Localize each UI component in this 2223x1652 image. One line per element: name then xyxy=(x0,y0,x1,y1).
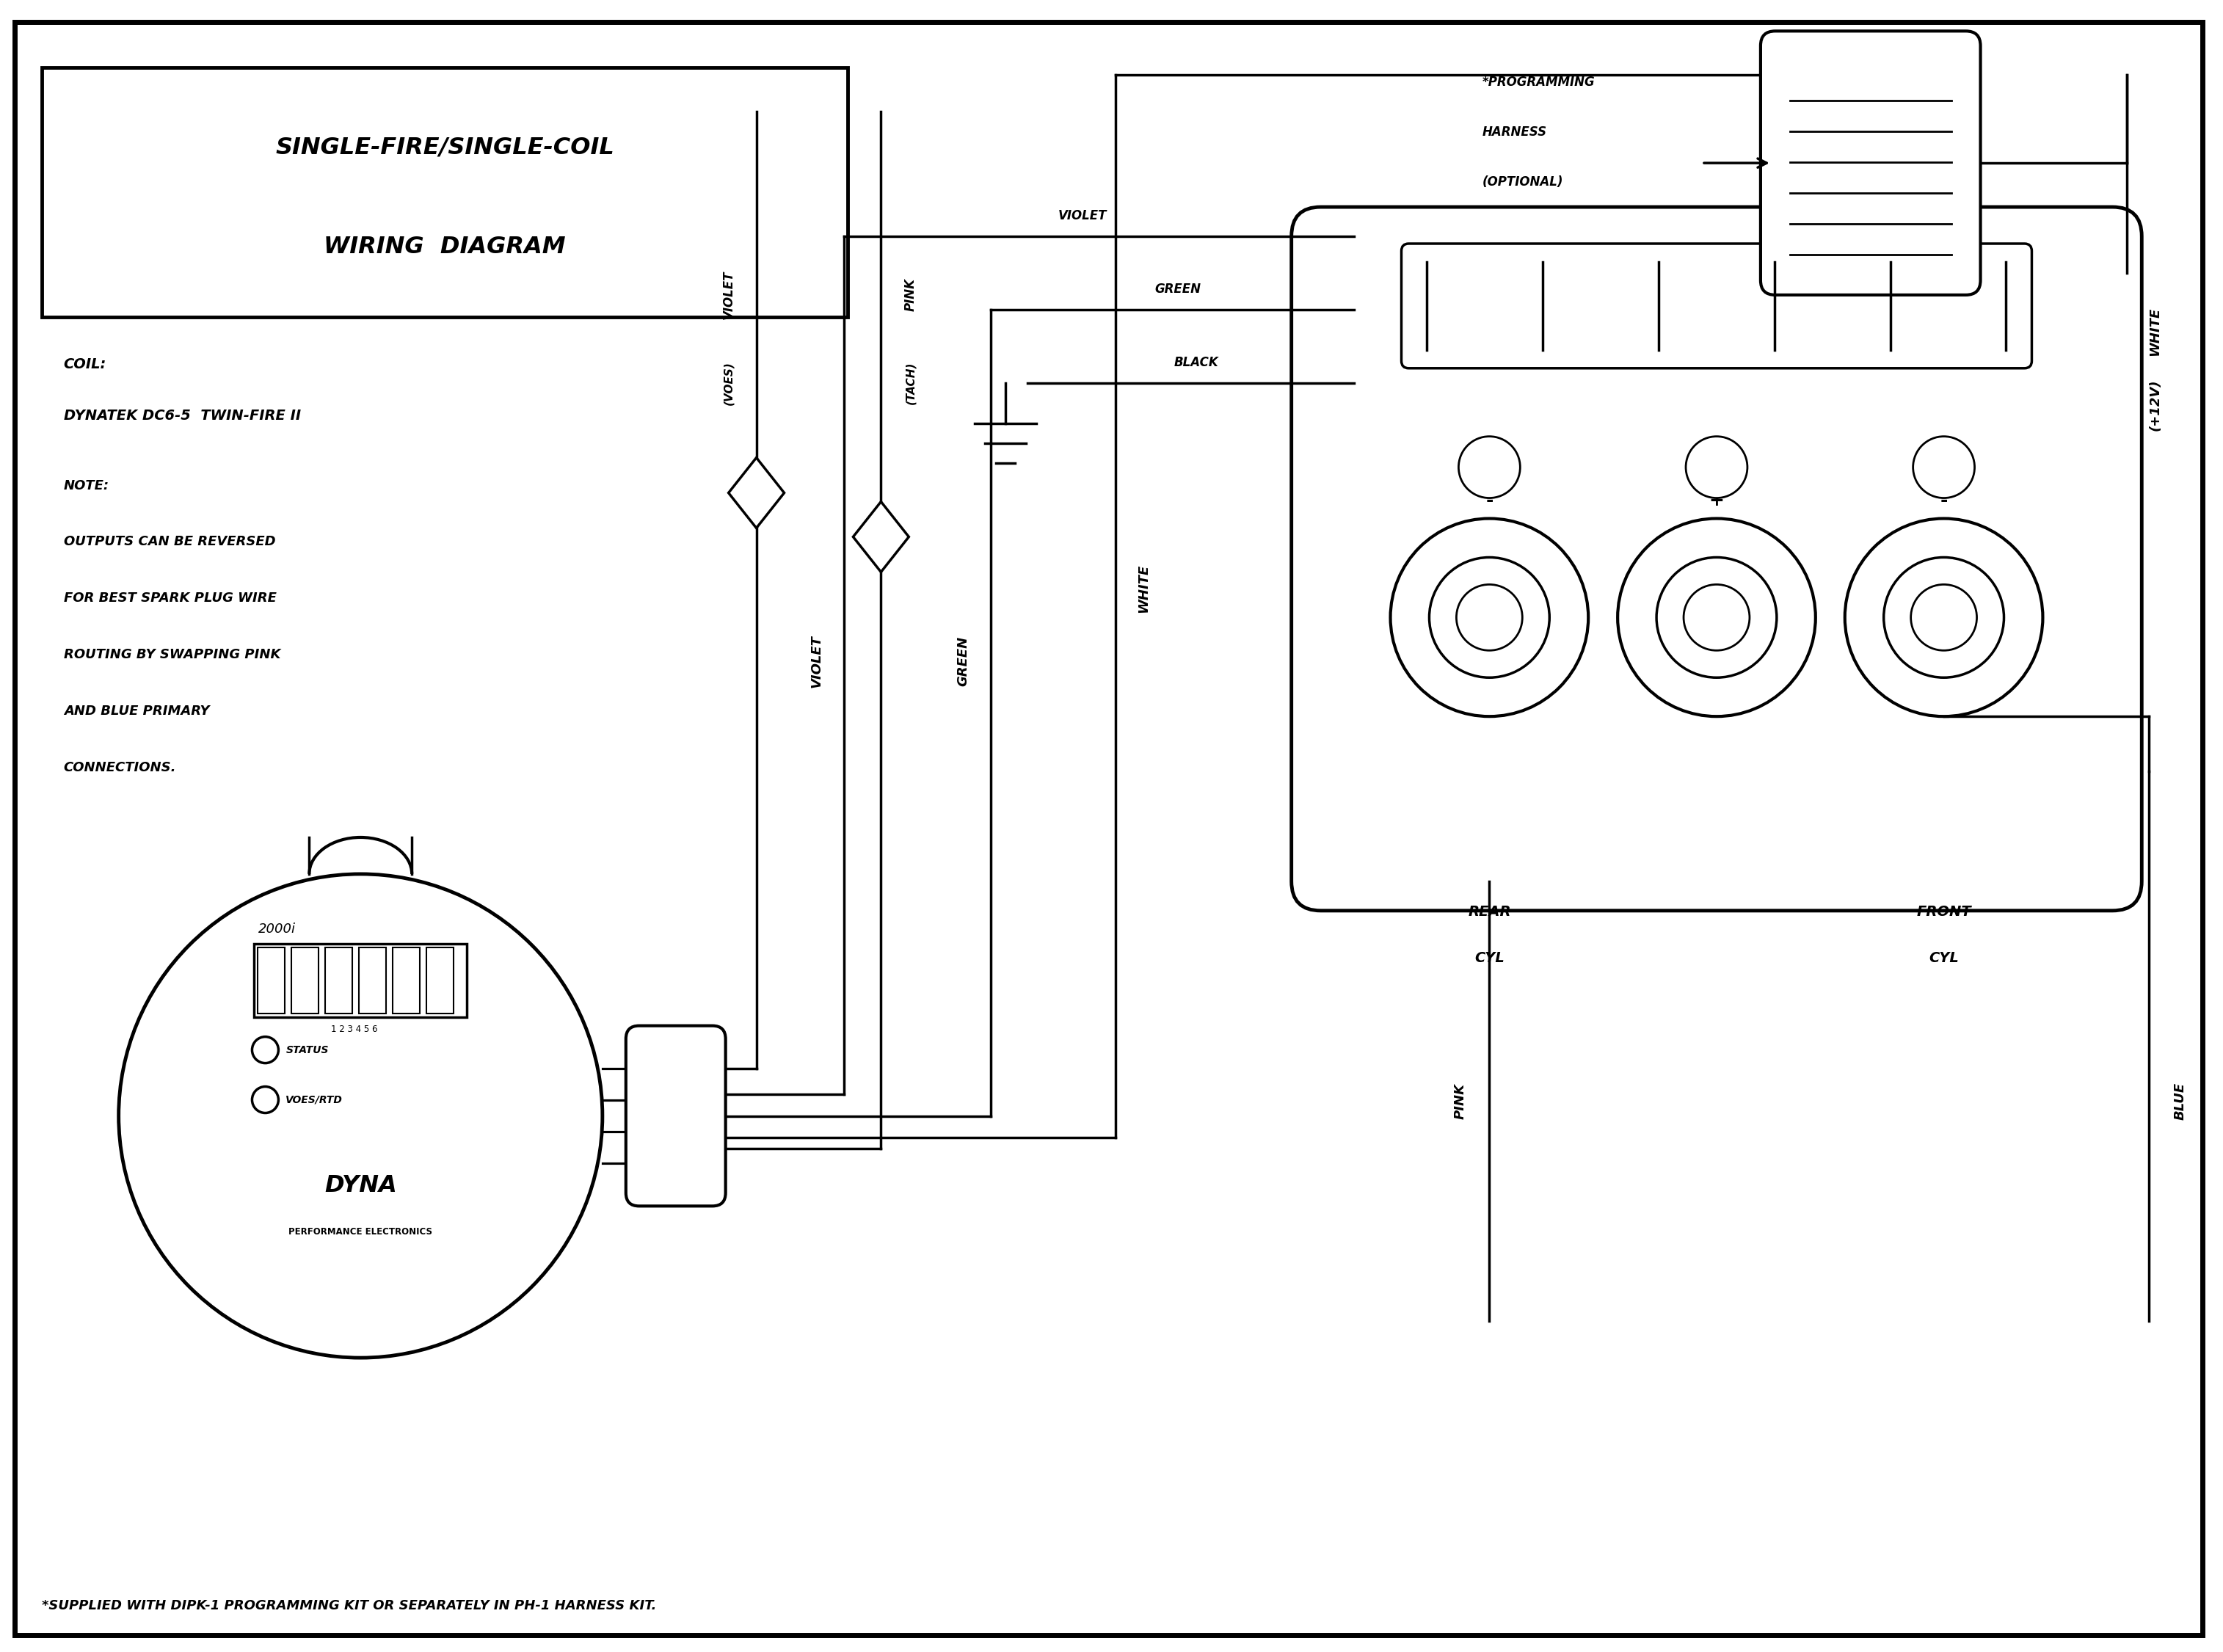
FancyBboxPatch shape xyxy=(1400,243,2032,368)
Text: +: + xyxy=(1709,491,1725,509)
Circle shape xyxy=(1883,557,2003,677)
Text: CONNECTIONS.: CONNECTIONS. xyxy=(64,762,176,775)
Text: BLACK: BLACK xyxy=(1174,355,1218,368)
Circle shape xyxy=(118,874,602,1358)
Text: -: - xyxy=(1941,491,1947,509)
FancyBboxPatch shape xyxy=(627,1026,725,1206)
Circle shape xyxy=(1456,585,1523,651)
Bar xyxy=(291,947,318,1013)
Circle shape xyxy=(1389,519,1587,717)
Text: PERFORMANCE ELECTRONICS: PERFORMANCE ELECTRONICS xyxy=(289,1227,433,1236)
Text: OUTPUTS CAN BE REVERSED: OUTPUTS CAN BE REVERSED xyxy=(64,535,276,548)
Text: GREEN: GREEN xyxy=(1154,282,1200,296)
Text: VIOLET: VIOLET xyxy=(809,634,823,687)
Text: SINGLE-FIRE/SINGLE-COIL: SINGLE-FIRE/SINGLE-COIL xyxy=(276,135,614,159)
Text: BLUE: BLUE xyxy=(2174,1082,2187,1120)
Bar xyxy=(42,68,847,317)
Bar xyxy=(427,947,453,1013)
Circle shape xyxy=(251,1087,278,1113)
Text: WHITE: WHITE xyxy=(2147,307,2161,355)
Text: NOTE:: NOTE: xyxy=(64,479,109,492)
Circle shape xyxy=(1685,436,1747,497)
Text: REAR: REAR xyxy=(1467,905,1512,919)
Text: COIL:: COIL: xyxy=(64,357,107,372)
Circle shape xyxy=(1914,436,1974,497)
Text: (+12V): (+12V) xyxy=(2147,378,2161,431)
Text: WHITE: WHITE xyxy=(1136,563,1149,613)
Bar xyxy=(325,947,353,1013)
Text: 2000i: 2000i xyxy=(258,922,296,935)
Text: PINK: PINK xyxy=(905,279,916,312)
FancyBboxPatch shape xyxy=(1292,206,2141,910)
Bar xyxy=(258,947,285,1013)
Text: WIRING  DIAGRAM: WIRING DIAGRAM xyxy=(325,236,567,258)
Text: VIOLET: VIOLET xyxy=(1058,210,1107,223)
Text: (OPTIONAL): (OPTIONAL) xyxy=(1483,175,1563,188)
Circle shape xyxy=(1429,557,1549,677)
Circle shape xyxy=(1458,436,1521,497)
Text: STATUS: STATUS xyxy=(287,1044,329,1056)
Polygon shape xyxy=(729,458,785,529)
Circle shape xyxy=(1656,557,1776,677)
Bar xyxy=(393,947,420,1013)
Text: PINK: PINK xyxy=(1454,1084,1467,1120)
Bar xyxy=(253,943,467,1018)
Text: VOES/RTD: VOES/RTD xyxy=(287,1095,342,1105)
Text: *PROGRAMMING: *PROGRAMMING xyxy=(1483,76,1594,89)
FancyBboxPatch shape xyxy=(1761,31,1981,296)
Text: AND BLUE PRIMARY: AND BLUE PRIMARY xyxy=(64,705,209,719)
Text: HARNESS: HARNESS xyxy=(1483,126,1547,139)
Text: DYNA: DYNA xyxy=(325,1175,396,1198)
Circle shape xyxy=(251,1037,278,1064)
Text: (TACH): (TACH) xyxy=(905,362,916,405)
Bar xyxy=(360,947,387,1013)
Text: CYL: CYL xyxy=(1474,952,1505,965)
Text: ROUTING BY SWAPPING PINK: ROUTING BY SWAPPING PINK xyxy=(64,648,280,661)
Circle shape xyxy=(1618,519,1816,717)
Text: *SUPPLIED WITH DIPK-1 PROGRAMMING KIT OR SEPARATELY IN PH-1 HARNESS KIT.: *SUPPLIED WITH DIPK-1 PROGRAMMING KIT OR… xyxy=(42,1599,656,1612)
Text: FRONT: FRONT xyxy=(1916,905,1972,919)
Text: CYL: CYL xyxy=(1930,952,1958,965)
Circle shape xyxy=(1683,585,1750,651)
Text: GREEN: GREEN xyxy=(956,636,969,687)
Text: -: - xyxy=(1485,491,1494,509)
Text: (VOES): (VOES) xyxy=(722,360,734,405)
Polygon shape xyxy=(854,502,909,572)
Text: 1 2 3 4 5 6: 1 2 3 4 5 6 xyxy=(331,1024,378,1034)
Circle shape xyxy=(1845,519,2043,717)
Text: FOR BEST SPARK PLUG WIRE: FOR BEST SPARK PLUG WIRE xyxy=(64,591,276,605)
Text: VIOLET: VIOLET xyxy=(722,271,736,319)
Text: DYNATEK DC6-5  TWIN-FIRE II: DYNATEK DC6-5 TWIN-FIRE II xyxy=(64,410,300,423)
Circle shape xyxy=(1912,585,1976,651)
